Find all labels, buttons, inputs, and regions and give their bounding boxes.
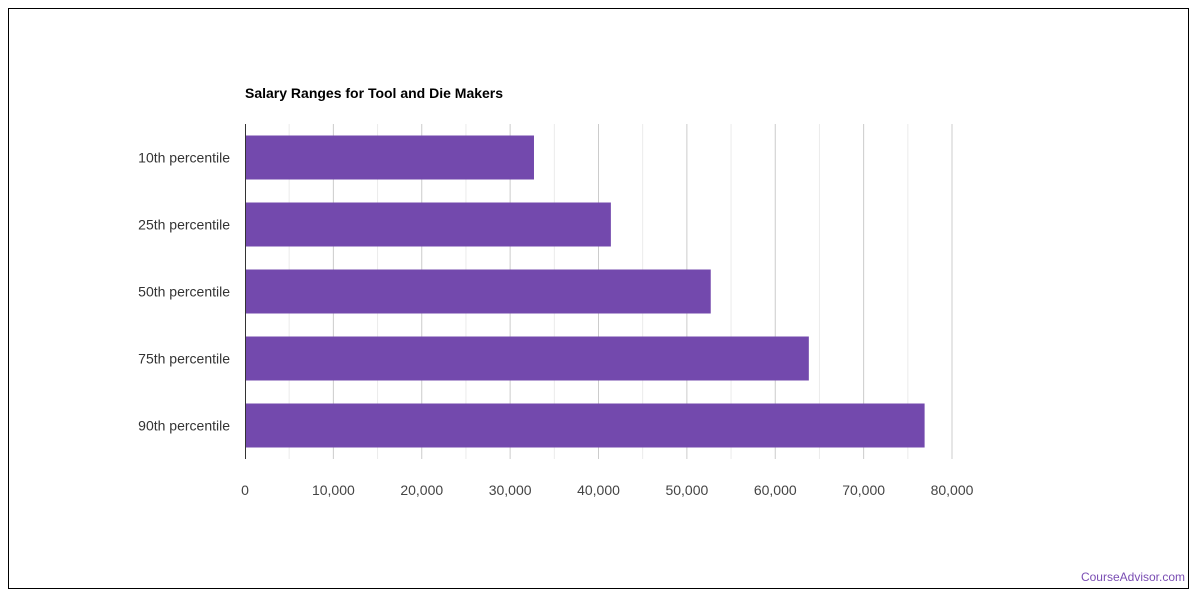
category-label: 90th percentile: [138, 418, 230, 434]
category-label: 10th percentile: [138, 150, 230, 166]
bar-4: [245, 336, 809, 381]
x-tick-label: 20,000: [400, 482, 443, 498]
x-tick-label: 50,000: [665, 482, 708, 498]
bar-3: [245, 269, 711, 314]
labels: 10th percentile 25th percentile 50th perce…: [138, 150, 973, 499]
x-tick-label: 0: [241, 482, 249, 498]
bar-2: [245, 202, 611, 247]
chart-title: Salary Ranges for Tool and Die Makers: [245, 85, 504, 101]
x-tick-label: 10,000: [312, 482, 355, 498]
x-tick-label: 70,000: [842, 482, 885, 498]
x-tick-label: 30,000: [489, 482, 532, 498]
category-label: 75th percentile: [138, 351, 230, 367]
x-tick-label: 40,000: [577, 482, 620, 498]
x-tick-label: 60,000: [754, 482, 797, 498]
x-tick-label: 80,000: [931, 482, 974, 498]
category-label: 50th percentile: [138, 284, 230, 300]
category-label: 25th percentile: [138, 217, 230, 233]
bar-1: [245, 135, 534, 180]
bar-5: [245, 403, 925, 448]
source-watermark[interactable]: CourseAdvisor.com: [1080, 570, 1185, 584]
bars: [245, 135, 925, 448]
